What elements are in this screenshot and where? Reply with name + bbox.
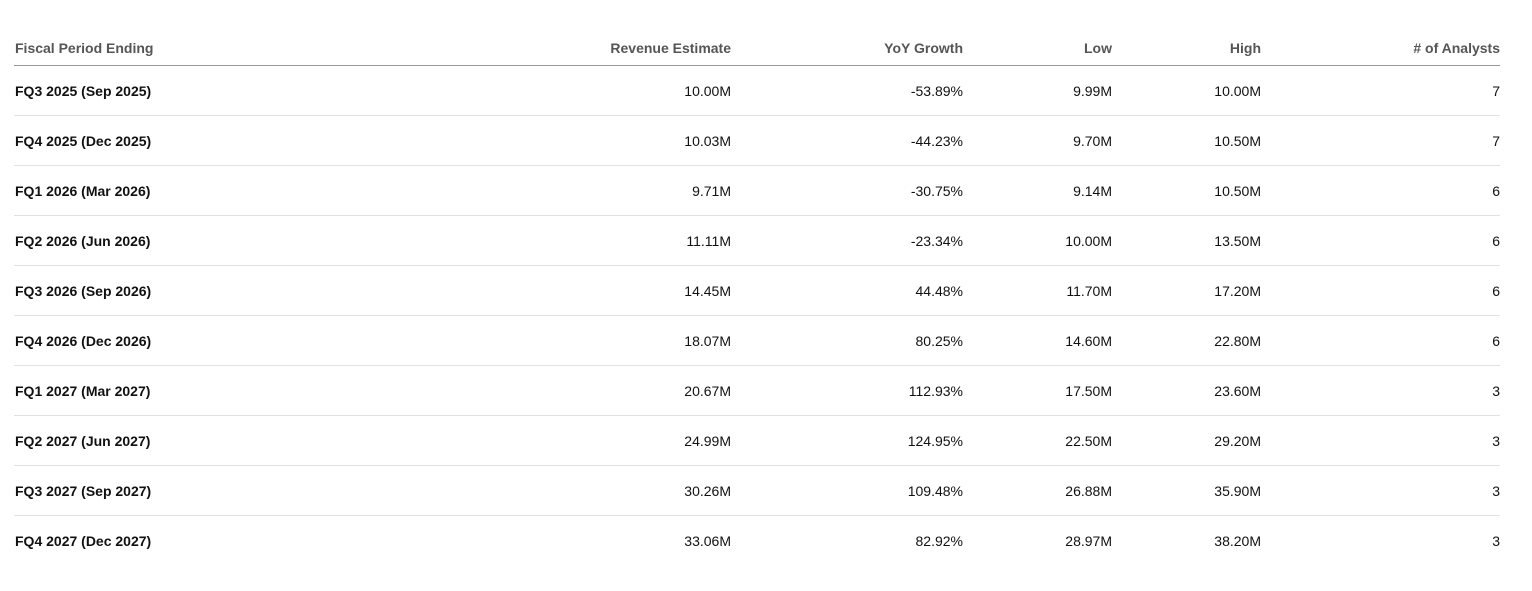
value-cell: 6 <box>1261 215 1500 266</box>
table-row: FQ4 2026 (Dec 2026) 18.07M 80.25% 14.60M 22.… <box>14 315 1500 366</box>
period-cell: FQ2 2026 (Jun 2026) <box>14 215 414 266</box>
table-row: FQ3 2026 (Sep 2026) 14.45M 44.48% 11.70M 17.… <box>14 265 1500 316</box>
period-cell: FQ4 2025 (Dec 2025) <box>14 115 414 166</box>
value-cell: 7 <box>1261 115 1500 166</box>
column-header[interactable]: High <box>1112 30 1261 66</box>
table-row: FQ1 2027 (Mar 2027) 20.67M 112.93% 17.50M 23… <box>14 365 1500 416</box>
value-cell: 82.92% <box>915 532 963 549</box>
value-cell: 33.06M <box>684 532 731 549</box>
value-cell: 3 <box>1261 365 1500 416</box>
value-cell: 10.00M <box>1112 65 1261 116</box>
table-row: FQ3 2027 (Sep 2027) 30.26M 109.48% 26.88M 35… <box>14 465 1500 516</box>
value-cell: 9.70M <box>963 115 1112 166</box>
table-row: FQ2 2027 (Jun 2027) 24.99M 124.95% 22.50M 29… <box>14 415 1500 466</box>
value-cell: 10.50M <box>1112 115 1261 166</box>
value-cell: 6 <box>1261 265 1500 316</box>
value-cell: 9.14M <box>963 165 1112 216</box>
value-cell: 3 <box>1261 465 1500 516</box>
table-header: Fiscal Period Ending Revenue Estimate YoY … <box>14 30 1500 66</box>
value-cell: 10.00M <box>414 65 731 116</box>
value-cell: 24.99M <box>414 415 731 466</box>
value-cell: 14.45M <box>414 265 731 316</box>
value-cell: 44.48% <box>731 265 963 316</box>
value-cell: 35.90M <box>1112 465 1261 516</box>
value-cell: 30.26M <box>414 465 731 516</box>
estimates-panel: Fiscal Period Ending Revenue Estimate YoY … <box>14 30 1500 565</box>
value-cell: 3 <box>1492 532 1500 549</box>
table-row: FQ1 2026 (Mar 2026) 9.71M -30.75% 9.14M 10.5… <box>14 165 1500 216</box>
period-cell: FQ1 2027 (Mar 2027) <box>14 365 414 416</box>
value-cell: -23.34% <box>731 215 963 266</box>
table-body: FQ3 2025 (Sep 2025) 10.00M -53.89% 9.99M 10.… <box>14 65 1500 566</box>
value-cell: 10.50M <box>1112 165 1261 216</box>
value-cell: 10.03M <box>414 115 731 166</box>
column-header[interactable]: YoY Growth <box>731 30 963 66</box>
period-cell: FQ3 2026 (Sep 2026) <box>14 265 414 316</box>
column-header[interactable]: Revenue Estimate <box>414 30 731 66</box>
value-cell: 11.70M <box>963 265 1112 316</box>
value-cell: 7 <box>1261 65 1500 116</box>
value-cell: 3 <box>1261 415 1500 466</box>
period-cell: FQ2 2027 (Jun 2027) <box>14 415 414 466</box>
value-cell: 6 <box>1261 165 1500 216</box>
value-cell: 22.80M <box>1112 315 1261 366</box>
value-cell: 22.50M <box>963 415 1112 466</box>
value-cell: 80.25% <box>731 315 963 366</box>
table-row: FQ2 2026 (Jun 2026) 11.11M -23.34% 10.00M 13… <box>14 215 1500 266</box>
period-cell: FQ4 2027 (Dec 2027) <box>15 532 152 549</box>
value-cell: 10.00M <box>963 215 1112 266</box>
value-cell: 124.95% <box>731 415 963 466</box>
table-row: FQ4 2027 (Dec 2027) 33.06M 82.92% 28.97M 38.… <box>14 516 1500 566</box>
column-header[interactable]: Low <box>963 30 1112 66</box>
value-cell: 6 <box>1261 315 1500 366</box>
value-cell: 18.07M <box>414 315 731 366</box>
value-cell: 28.97M <box>1065 532 1112 549</box>
value-cell: 9.71M <box>414 165 731 216</box>
value-cell: 17.20M <box>1112 265 1261 316</box>
value-cell: -53.89% <box>731 65 963 116</box>
value-cell: 17.50M <box>963 365 1112 416</box>
period-cell: FQ3 2025 (Sep 2025) <box>14 65 414 116</box>
value-cell: 38.20M <box>1214 532 1261 549</box>
value-cell: 20.67M <box>414 365 731 416</box>
column-header[interactable]: # of Analysts <box>1261 30 1500 66</box>
value-cell: -44.23% <box>731 115 963 166</box>
value-cell: 112.93% <box>731 365 963 416</box>
header-row: Fiscal Period Ending Revenue Estimate YoY … <box>14 30 1500 66</box>
value-cell: 23.60M <box>1112 365 1261 416</box>
value-cell: 29.20M <box>1112 415 1261 466</box>
value-cell: 13.50M <box>1112 215 1261 266</box>
value-cell: 26.88M <box>963 465 1112 516</box>
value-cell: 11.11M <box>414 215 731 266</box>
period-cell: FQ1 2026 (Mar 2026) <box>14 165 414 216</box>
table-row: FQ3 2025 (Sep 2025) 10.00M -53.89% 9.99M 10.… <box>14 65 1500 116</box>
estimates-table: Fiscal Period Ending Revenue Estimate YoY … <box>14 30 1500 565</box>
period-cell: FQ3 2027 (Sep 2027) <box>14 465 414 516</box>
value-cell: 109.48% <box>731 465 963 516</box>
column-header[interactable]: Fiscal Period Ending <box>14 30 414 66</box>
period-cell: FQ4 2026 (Dec 2026) <box>14 315 414 366</box>
table-row: FQ4 2025 (Dec 2025) 10.03M -44.23% 9.70M 10.… <box>14 115 1500 166</box>
value-cell: 9.99M <box>963 65 1112 116</box>
value-cell: 14.60M <box>963 315 1112 366</box>
value-cell: -30.75% <box>731 165 963 216</box>
